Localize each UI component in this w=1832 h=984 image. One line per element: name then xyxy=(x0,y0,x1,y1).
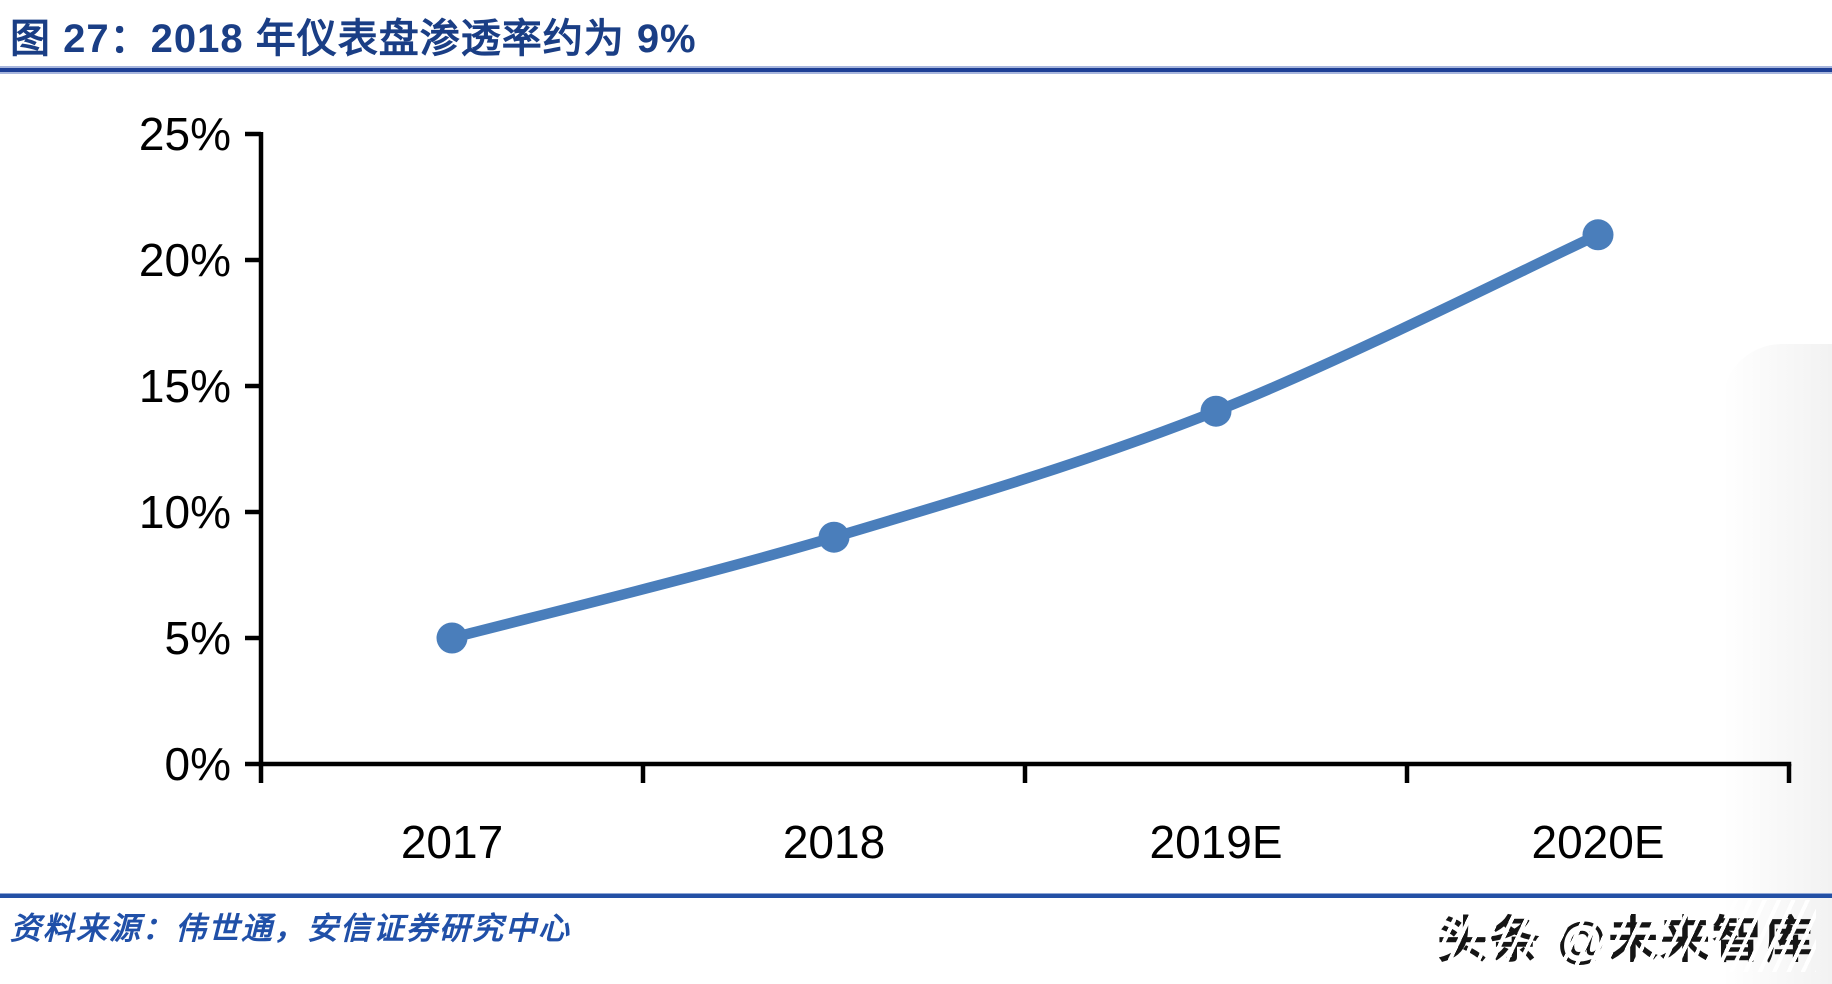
data-point-2019E xyxy=(1200,395,1232,427)
y-tick-label: 5% xyxy=(165,612,231,664)
data-point-2020E xyxy=(1582,219,1614,251)
x-tick-label: 2020E xyxy=(1531,816,1664,868)
data-point-2017 xyxy=(436,622,468,654)
x-tick-label: 2019E xyxy=(1149,816,1282,868)
watermark-text: 头条 @未来智库 xyxy=(1437,912,1816,968)
y-tick-label: 0% xyxy=(165,738,231,790)
y-tick-label: 25% xyxy=(139,108,231,160)
y-tick-label: 15% xyxy=(139,360,231,412)
source-note: 资料来源：伟世通，安信证券研究中心 xyxy=(10,911,571,946)
x-tick-label: 2017 xyxy=(401,816,503,868)
data-point-2018 xyxy=(818,521,850,553)
footer-divider-rule xyxy=(0,893,1832,898)
watermark: 头条 @未来智库 xyxy=(1437,900,1816,972)
x-tick-label: 2018 xyxy=(783,816,885,868)
figure-title: 图 27：2018 年仪表盘渗透率约为 9% xyxy=(10,17,697,61)
title-underline-rule xyxy=(0,66,1832,74)
y-tick-label: 20% xyxy=(139,234,231,286)
series-line xyxy=(446,229,1604,644)
y-tick-label: 10% xyxy=(139,486,231,538)
